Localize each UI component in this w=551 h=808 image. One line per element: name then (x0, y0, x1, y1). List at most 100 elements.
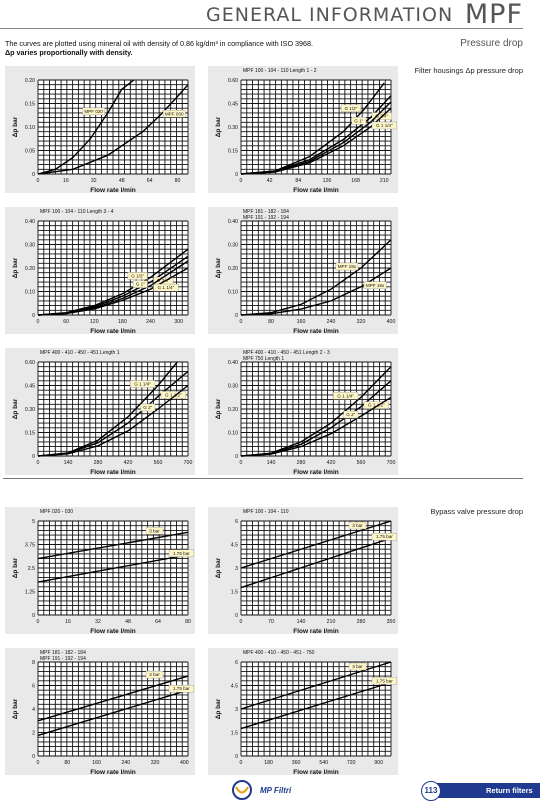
y-tick-label: 2 (32, 731, 35, 737)
logo-mark-icon (232, 780, 252, 800)
y-tick-label: 0.20 (228, 407, 238, 413)
header-title: GENERAL INFORMATION (206, 4, 454, 26)
series-label-box (160, 391, 186, 399)
x-tick-label: 180 (118, 319, 127, 325)
x-tick-label: 160 (92, 760, 101, 766)
x-tick-label: 300 (174, 319, 183, 325)
x-tick-label: 80 (268, 319, 274, 325)
series-label: 1.75 bar (376, 534, 393, 539)
y-tick-label: 1.25 (25, 590, 35, 596)
chart-panel-1: 0 16 32 48 64 80 0 0.05 0.10 0.15 0.20 Flow rate l/… (5, 66, 195, 193)
chart-title: MPF 191 - 192 - 194 (243, 215, 289, 221)
page-number: 113 (421, 781, 441, 801)
y-tick-label: 2.5 (28, 566, 35, 572)
y-tick-label: 0.05 (25, 149, 35, 155)
series-label: 3 bar (352, 664, 363, 669)
x-axis-label: Flow rate l/min (90, 469, 136, 475)
series-label-box (132, 280, 148, 288)
x-tick-label: 70 (268, 619, 274, 625)
series-label: G 1 1/2" (165, 392, 182, 397)
y-tick-label: 5 (32, 519, 35, 525)
x-tick-label: 0 (37, 460, 40, 466)
series-label-box (168, 549, 194, 558)
series-label: G 1 1/4" (158, 285, 175, 290)
y-tick-label: 0.30 (25, 243, 35, 249)
series-label: G 1 1/4" (337, 393, 354, 398)
series-label: 3 bar (149, 672, 160, 677)
y-axis-label: Δp bar (215, 398, 222, 419)
x-tick-label: 280 (94, 460, 103, 466)
y-axis-label: Δp bar (12, 116, 19, 137)
y-tick-label: 0 (235, 172, 238, 178)
series-label-box (371, 677, 397, 685)
y-tick-label: 3 (235, 566, 238, 572)
y-tick-label: 0.10 (25, 125, 35, 131)
chart-title: MPF 181 - 182 - 184 (243, 209, 289, 215)
footer-logo-text: MP Filtri (260, 786, 292, 795)
series-line (37, 689, 189, 737)
x-tick-label: 0 (37, 760, 40, 766)
x-tick-label: 720 (347, 760, 356, 766)
x-tick-label: 0 (240, 619, 243, 625)
x-tick-label: 240 (327, 319, 336, 325)
y-tick-label: 0 (32, 313, 35, 319)
series-label: G 2" (143, 405, 152, 410)
chart-title: MPF 400 - 410 - 450 - 451 - 750 (243, 650, 315, 656)
x-tick-label: 42 (267, 178, 273, 184)
x-tick-label: 400 (180, 760, 189, 766)
chart-panel-4: MPF 181 - 182 - 184 MPF 191 - 192 - 194 0 8… (208, 207, 398, 334)
x-tick-label: 0 (37, 178, 40, 184)
y-tick-label: 6 (32, 684, 35, 690)
chart-title: MPF 100 - 104 - 110 Length 1 - 2 (243, 68, 317, 74)
x-tick-label: 350 (387, 619, 396, 625)
chart-panel-6: MPF 400 - 410 - 450 - 451 Length 2 - 3 MP… (208, 348, 398, 475)
header-brand: MPF (464, 0, 523, 30)
series-label-box (351, 117, 367, 125)
x-tick-label: 280 (357, 619, 366, 625)
y-axis-label: Δp bar (215, 116, 222, 137)
series-label: 1.75 bar (376, 678, 393, 683)
y-tick-label: 0.20 (25, 78, 35, 84)
x-tick-label: 32 (91, 178, 97, 184)
x-tick-label: 320 (151, 760, 160, 766)
y-tick-label: 0 (235, 313, 238, 319)
x-axis-label: Flow rate l/min (293, 628, 339, 634)
y-axis-label: Δp bar (12, 698, 19, 719)
x-tick-label: 240 (121, 760, 130, 766)
y-tick-label: 0.15 (25, 431, 35, 437)
y-tick-label: 0 (32, 172, 35, 178)
x-tick-label: 320 (357, 319, 366, 325)
series-label-box (340, 104, 361, 112)
chart-2: MPF 100 - 104 - 110 Length 1 - 2 0 42 84 126… (215, 68, 397, 193)
series-line (37, 531, 189, 560)
series-label-box (363, 281, 387, 290)
chart-5: MPF 400 - 410 - 450 - 451 Length 1 0 140 28… (12, 350, 192, 475)
series-label: 1.75 bar (173, 551, 190, 556)
series-label-box (343, 410, 359, 419)
series-label: 3 bar (149, 528, 160, 533)
x-tick-label: 80 (64, 760, 70, 766)
series-label: G 3/4" (157, 278, 170, 283)
chart-panel-10: MPF 400 - 410 - 450 - 451 - 750 0 180 360 54… (208, 648, 398, 775)
y-tick-label: 0.45 (25, 384, 35, 390)
x-tick-label: 280 (297, 460, 306, 466)
x-tick-label: 540 (319, 760, 328, 766)
x-axis-label: Flow rate l/min (293, 469, 339, 475)
series-label-box (162, 110, 186, 118)
series-label: 3 bar (352, 523, 363, 528)
y-tick-label: 0.60 (228, 78, 238, 84)
x-tick-label: 16 (63, 178, 69, 184)
y-axis-label: Δp bar (12, 557, 19, 578)
chart-title: MPF 100 - 104 - 110 (243, 509, 289, 515)
y-tick-label: 0.40 (228, 360, 238, 366)
y-tick-label: 0.10 (25, 290, 35, 296)
series-label: MPF 030 (165, 111, 184, 116)
chart-panel-7: MPF 020 - 030 0 16 32 48 64 80 0 1.25 2.5 3.75 5 Flo… (5, 507, 195, 634)
y-axis-label: Δp bar (215, 257, 222, 278)
y-tick-label: 0.20 (228, 266, 238, 272)
footer-section-label: Return filters (486, 786, 533, 795)
y-tick-label: 1.5 (231, 731, 238, 737)
x-tick-label: 80 (175, 178, 181, 184)
x-tick-label: 16 (65, 619, 71, 625)
